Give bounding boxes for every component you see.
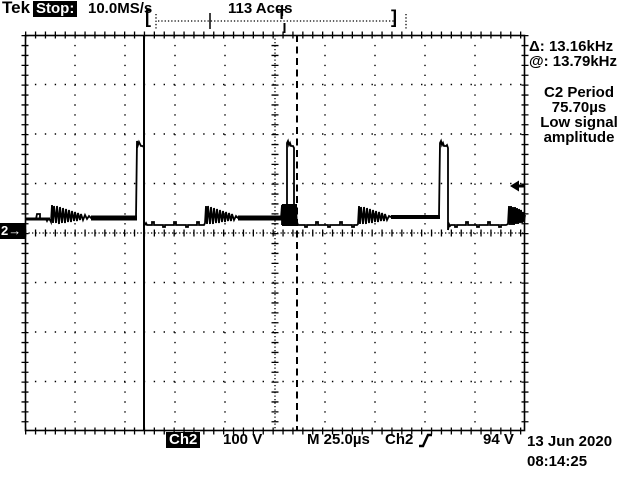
sample-rate-readout: 10.0MS/s <box>88 0 153 17</box>
trigger-level-arrow <box>510 180 525 192</box>
channel2-ground-marker: 2→ <box>0 223 26 239</box>
c2-period-measurement: C2 Period 75.70µs Low signal amplitude <box>520 85 638 145</box>
at-value: 13.79kHz <box>552 53 618 70</box>
delta-value: 13.16kHz <box>548 38 614 55</box>
acquisition-count-readout: 113 Acqs <box>228 0 293 17</box>
time-readout: 08:14:25 <box>527 453 588 470</box>
trigger-position-marker: T <box>277 6 287 23</box>
measurement-warning-line2: amplitude <box>543 129 615 146</box>
tek-logo: Tek <box>2 0 31 17</box>
delta-frequency-readout: Δ: 13.16kHz <box>529 39 613 55</box>
date-readout: 13 Jun 2020 <box>527 433 613 450</box>
acquisition-state-badge: Stop: <box>33 1 78 17</box>
waveform-trace <box>25 138 526 231</box>
measurement-warning-line1: Low signal <box>540 114 618 131</box>
trigger-source-label: Ch2 <box>385 431 414 448</box>
vertical-scale-readout: 100 V <box>223 431 263 448</box>
measurement-source-line: C2 Period <box>543 84 615 101</box>
trigger-source-readout: Ch2 <box>385 432 433 449</box>
timebase-readout: M 25.0µs <box>307 431 370 448</box>
record-view-right-bracket: ] <box>391 7 397 27</box>
at-label: @: <box>529 53 549 70</box>
record-view-left-bracket: [ <box>145 7 151 27</box>
channel2-scale-badge: Ch2 <box>166 432 201 448</box>
trigger-level-readout: 94 V <box>483 431 514 448</box>
delta-label: Δ: <box>529 38 545 55</box>
at-frequency-readout: @: 13.79kHz <box>529 54 617 70</box>
rising-edge-icon <box>419 433 433 448</box>
measurement-value-line: 75.70µs <box>551 99 607 116</box>
